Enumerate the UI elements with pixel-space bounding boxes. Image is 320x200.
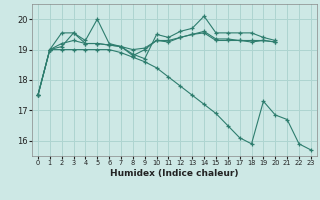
X-axis label: Humidex (Indice chaleur): Humidex (Indice chaleur) bbox=[110, 169, 239, 178]
